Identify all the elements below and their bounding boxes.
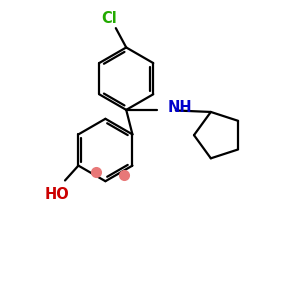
Text: HO: HO (45, 187, 69, 202)
Text: Cl: Cl (101, 11, 117, 26)
Text: NH: NH (168, 100, 193, 115)
